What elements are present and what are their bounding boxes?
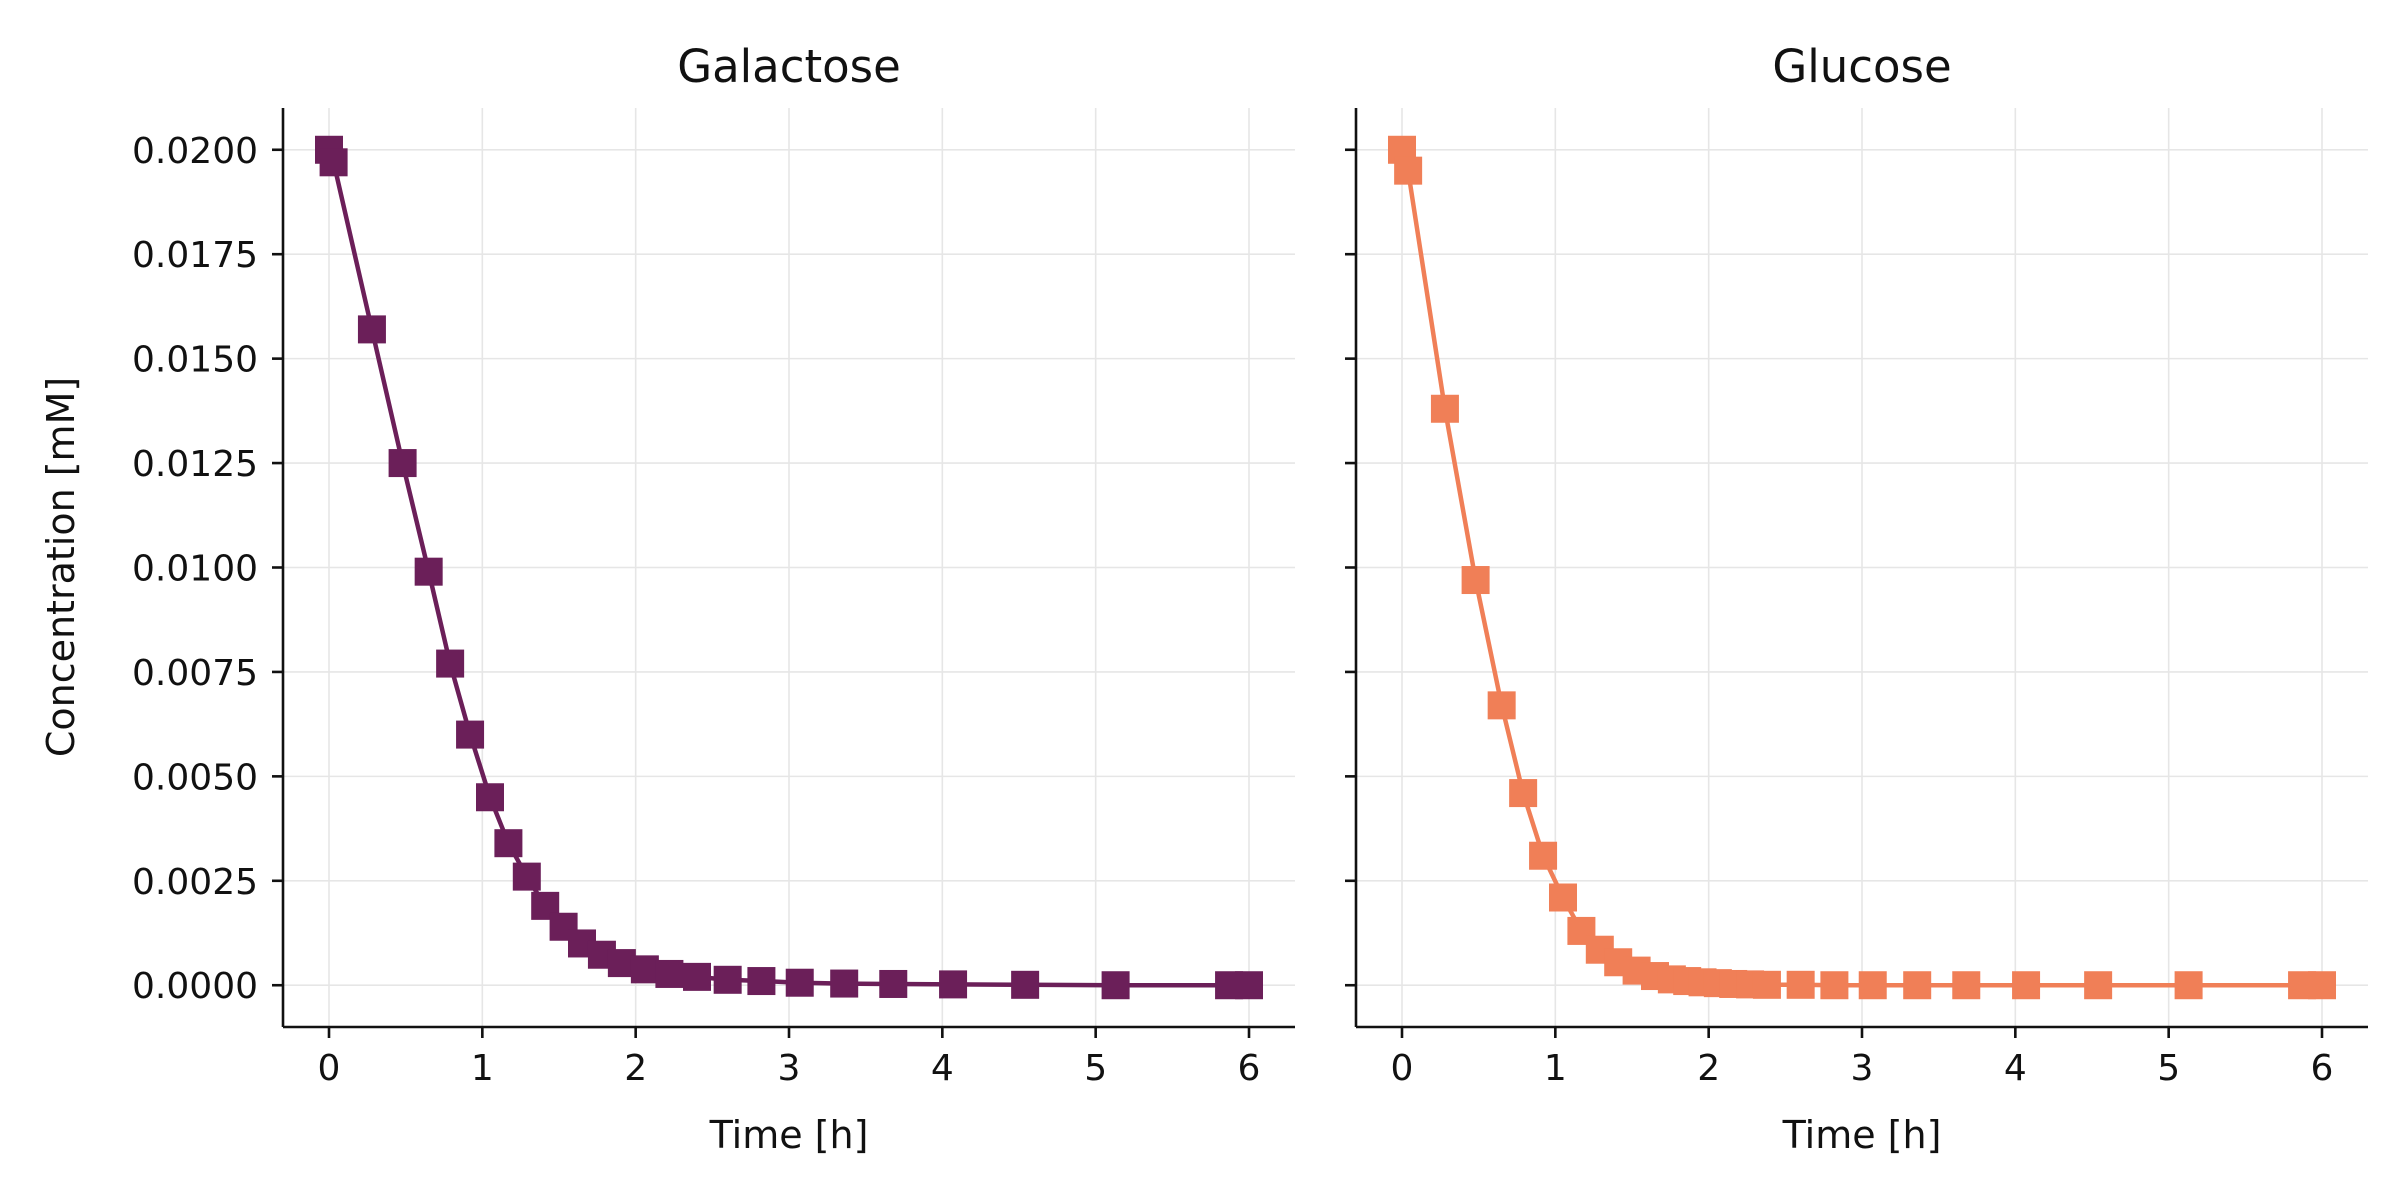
x-axis-label: Time [h] xyxy=(709,1113,869,1157)
data-point xyxy=(414,557,443,586)
x-tick-label: 1 xyxy=(1544,1048,1567,1089)
y-tick-label: 0.0175 xyxy=(132,235,258,276)
chart-panel-galactose: 0 1 2 3 4 5 6 0.0000 0.0025 0.0050 0.0075 0.0100 0.0… xyxy=(39,40,1295,1157)
data-point xyxy=(436,649,465,678)
x-tick-label: 5 xyxy=(2157,1048,2180,1089)
data-point xyxy=(1529,841,1558,870)
data-point xyxy=(1101,971,1130,1000)
data-point xyxy=(1549,883,1577,912)
data-point xyxy=(939,970,968,999)
data-point xyxy=(476,783,504,812)
data-point xyxy=(1952,971,1981,1000)
y-tick-label: 0.0125 xyxy=(132,444,258,485)
data-point xyxy=(747,967,776,996)
y-tick-label: 0.0000 xyxy=(132,966,258,1007)
data-point xyxy=(494,829,523,858)
x-axis-label: Time [h] xyxy=(1782,1113,1942,1157)
data-point xyxy=(1903,971,1932,1000)
y-tick-label: 0.0200 xyxy=(132,131,258,172)
x-tick-label: 6 xyxy=(1238,1048,1261,1089)
x-tick-label: 3 xyxy=(778,1048,801,1089)
data-point xyxy=(830,969,859,998)
x-tick-label: 0 xyxy=(1391,1048,1414,1089)
data-point xyxy=(388,449,417,478)
data-point xyxy=(1858,971,1887,1000)
y-tick-label: 0.0050 xyxy=(132,757,258,798)
data-point xyxy=(1394,156,1423,185)
data-point xyxy=(512,862,541,891)
x-tick-label: 0 xyxy=(318,1048,341,1089)
y-tick-label: 0.0100 xyxy=(132,549,258,590)
data-point xyxy=(1752,970,1781,999)
data-point xyxy=(1011,970,1040,999)
data-point xyxy=(1786,970,1815,999)
series-galactose xyxy=(315,135,1263,1000)
x-tick-label: 4 xyxy=(931,1048,954,1089)
data-point xyxy=(2012,971,2041,1000)
data-point xyxy=(1487,691,1516,720)
x-tick-label: 1 xyxy=(471,1048,494,1089)
y-axis-label: Concentration [mM] xyxy=(39,377,83,757)
data-point xyxy=(2308,971,2336,1000)
data-point xyxy=(2174,971,2203,1000)
ticks-galactose: 0 1 2 3 4 5 6 0.0000 0.0025 0.0050 0.0075 0.0100 0.0… xyxy=(132,131,1260,1089)
series-glucose xyxy=(1388,135,2336,1000)
ticks-glucose: 0 1 2 3 4 5 6 xyxy=(1345,148,2334,1089)
x-tick-label: 3 xyxy=(1851,1048,1874,1089)
y-tick-label: 0.0025 xyxy=(132,862,258,903)
data-point xyxy=(1820,971,1849,1000)
y-tick-label: 0.0075 xyxy=(132,653,258,694)
data-point xyxy=(683,962,711,991)
y-tick-label: 0.0150 xyxy=(132,340,258,381)
x-tick-label: 4 xyxy=(2004,1048,2027,1089)
chart-title: Glucose xyxy=(1772,40,1951,93)
data-point xyxy=(630,955,659,984)
x-tick-label: 2 xyxy=(1697,1048,1720,1089)
x-tick-label: 5 xyxy=(1084,1048,1107,1089)
data-point xyxy=(785,968,814,997)
data-point xyxy=(1509,779,1538,808)
data-point xyxy=(1235,971,1263,1000)
data-point xyxy=(1430,394,1459,423)
chart-panel-glucose: 0 1 2 3 4 5 6 Glucose Time [h] xyxy=(1345,40,2368,1157)
data-point xyxy=(1461,566,1490,595)
data-point xyxy=(2084,971,2113,1000)
chart-title: Galactose xyxy=(677,40,901,93)
x-tick-label: 6 xyxy=(2311,1048,2334,1089)
data-point xyxy=(713,965,742,994)
data-point xyxy=(357,315,386,344)
data-point xyxy=(879,969,908,998)
x-tick-label: 2 xyxy=(624,1048,647,1089)
data-point xyxy=(319,148,348,177)
data-point xyxy=(655,959,684,988)
data-point xyxy=(456,720,485,749)
